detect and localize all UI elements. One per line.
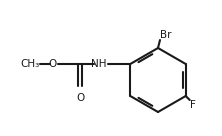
Text: O: O xyxy=(48,59,56,69)
Text: O: O xyxy=(76,93,84,103)
Text: F: F xyxy=(190,100,196,110)
Text: Br: Br xyxy=(160,30,172,40)
Text: NH: NH xyxy=(91,59,106,69)
Text: CH₃: CH₃ xyxy=(20,59,39,69)
